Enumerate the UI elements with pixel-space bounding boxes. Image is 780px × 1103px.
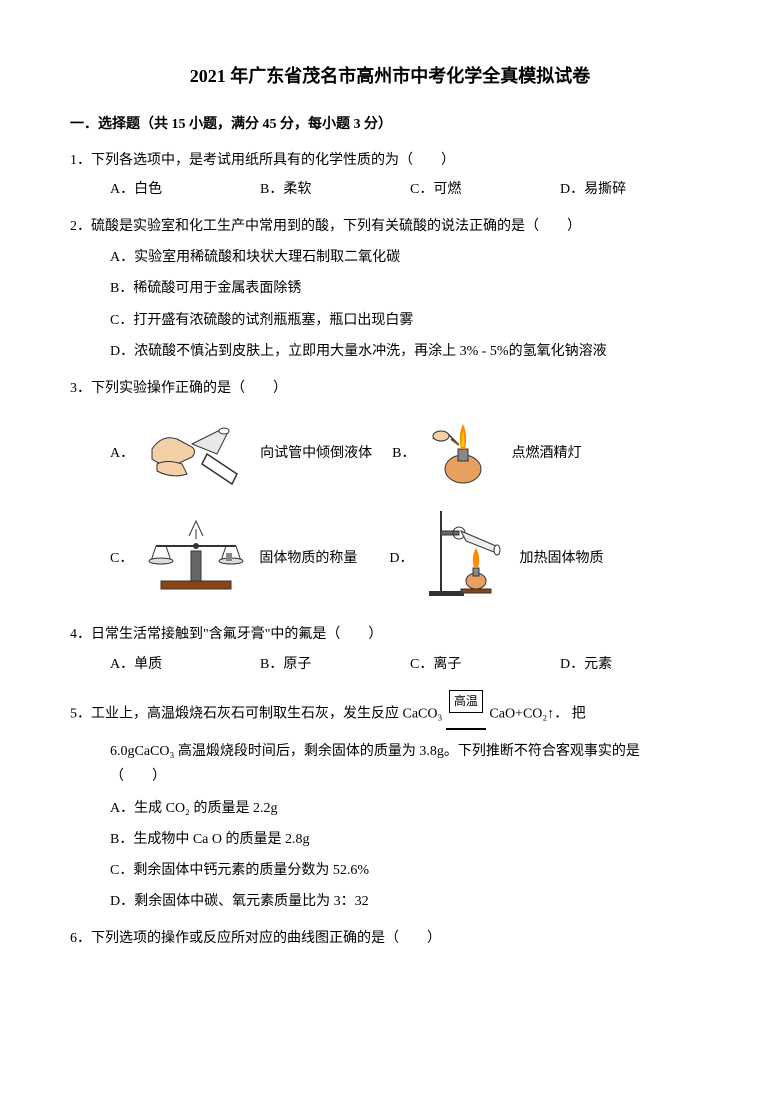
q5-opt-d: D．剩余固体中碳、氧元素质量比为 3：32	[110, 889, 710, 914]
q3-b-label: 点燃酒精灯	[511, 441, 581, 466]
q4-opt-a: A．单质	[110, 652, 260, 677]
question-1: 1．下列各选项中，是考试用纸所具有的化学性质的为（ ） A．白色 B．柔软 C．…	[70, 148, 710, 202]
q3-text: 3．下列实验操作正确的是（ ）	[70, 376, 710, 401]
q5-line2: 6.0gCaCO₃ 高温煅烧段时间后，剩余固体的质量为 3.8g。下列推断不符合…	[70, 739, 710, 764]
q3-row2: C． 固体物质的称量 D．	[70, 506, 710, 610]
q2-opt-c: C．打开盛有浓硫酸的试剂瓶瓶塞，瓶口出现白雾	[110, 308, 710, 333]
balance-scale-icon	[141, 511, 251, 605]
q3-b-prefix: B．	[392, 441, 415, 466]
q3-d-label: 加热固体物质	[519, 546, 603, 571]
q4-opt-b: B．原子	[260, 652, 410, 677]
q5-text-part1: 5．工业上，高温煅烧石灰石可制取生石灰，发生反应 CaCO₃	[70, 706, 442, 721]
page-title: 2021 年广东省茂名市高州市中考化学全真模拟试卷	[70, 60, 710, 92]
q3-opt-d: D． 加热固体物质	[389, 506, 603, 610]
q1-opt-c: C．可燃	[410, 177, 560, 202]
question-4: 4．日常生活常接触到"含氟牙膏"中的氟是（ ） A．单质 B．原子 C．离子 D…	[70, 622, 710, 676]
q4-opt-d: D．元素	[560, 652, 710, 677]
section-header: 一．选择题（共 15 小题，满分 45 分，每小题 3 分）	[70, 112, 710, 137]
q3-opt-b: B． 点燃酒精灯	[392, 409, 581, 498]
pour-liquid-icon	[142, 409, 252, 498]
q1-text: 1．下列各选项中，是考试用纸所具有的化学性质的为（ ）	[70, 148, 710, 173]
q1-opt-d: D．易撕碎	[560, 177, 710, 202]
q2-opt-a: A．实验室用稀硫酸和块状大理石制取二氧化碳	[110, 245, 710, 270]
q1-opt-b: B．柔软	[260, 177, 410, 202]
question-3: 3．下列实验操作正确的是（ ） A． 向试管中倾倒液体 B．	[70, 376, 710, 611]
q3-c-label: 固体物质的称量	[259, 546, 357, 571]
reaction-condition-badge: 高温	[449, 690, 483, 714]
q3-c-prefix: C．	[110, 546, 133, 571]
q3-d-prefix: D．	[389, 546, 413, 571]
q2-options: A．实验室用稀硫酸和块状大理石制取二氧化碳 B．稀硫酸可用于金属表面除锈 C．打…	[70, 245, 710, 364]
heat-solid-icon	[421, 506, 511, 610]
question-5: 5．工业上，高温煅烧石灰石可制取生石灰，发生反应 CaCO₃ 高温 CaO+CO…	[70, 689, 710, 915]
q5-line3: （ ）	[70, 764, 710, 789]
q5-line1: 5．工业上，高温煅烧石灰石可制取生石灰，发生反应 CaCO₃ 高温 CaO+CO…	[70, 689, 710, 739]
q3-a-label: 向试管中倾倒液体	[260, 441, 372, 466]
alcohol-lamp-icon	[423, 409, 503, 498]
q3-a-prefix: A．	[110, 441, 134, 466]
q4-text: 4．日常生活常接触到"含氟牙膏"中的氟是（ ）	[70, 622, 710, 647]
q5-text-part2: CaO+CO₂↑． 把	[489, 706, 585, 721]
q5-opt-a: A．生成 CO₂ 的质量是 2.2g	[110, 796, 710, 821]
q5-opt-c: C．剩余固体中钙元素的质量分数为 52.6%	[110, 858, 710, 883]
q4-opt-c: C．离子	[410, 652, 560, 677]
q5-opt-b: B．生成物中 Ca O 的质量是 2.8g	[110, 827, 710, 852]
q1-options: A．白色 B．柔软 C．可燃 D．易撕碎	[70, 177, 710, 202]
q1-opt-a: A．白色	[110, 177, 260, 202]
q2-text: 2．硫酸是实验室和化工生产中常用到的酸，下列有关硫酸的说法正确的是（ ）	[70, 214, 710, 239]
q3-opt-a: A． 向试管中倾倒液体	[110, 409, 372, 498]
q3-row1: A． 向试管中倾倒液体 B．	[70, 409, 710, 498]
q5-options: A．生成 CO₂ 的质量是 2.2g B．生成物中 Ca O 的质量是 2.8g…	[70, 796, 710, 915]
q3-opt-c: C． 固体物质的称量	[110, 511, 357, 605]
question-2: 2．硫酸是实验室和化工生产中常用到的酸，下列有关硫酸的说法正确的是（ ） A．实…	[70, 214, 710, 364]
question-6: 6．下列选项的操作或反应所对应的曲线图正确的是（ ）	[70, 926, 710, 951]
q2-opt-b: B．稀硫酸可用于金属表面除锈	[110, 276, 710, 301]
q4-options: A．单质 B．原子 C．离子 D．元素	[70, 652, 710, 677]
q2-opt-d: D．浓硫酸不慎沾到皮肤上，立即用大量水冲洗，再涂上 3% - 5%的氢氧化钠溶液	[110, 339, 710, 364]
q6-text: 6．下列选项的操作或反应所对应的曲线图正确的是（ ）	[70, 926, 710, 951]
